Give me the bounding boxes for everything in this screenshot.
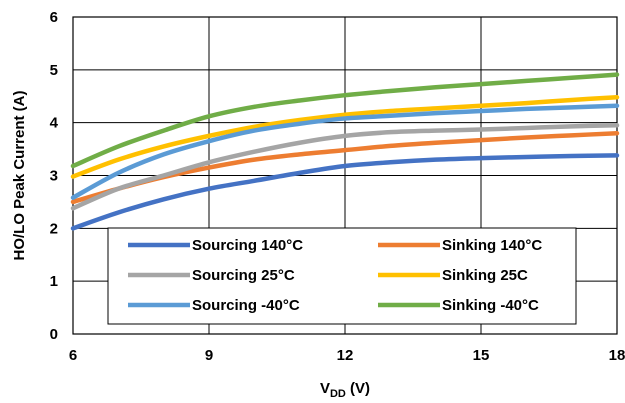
x-axis-ticks: 6 9 12 15 18	[69, 347, 625, 364]
y-axis-ticks: 0 1 2 3 4 5 6	[50, 9, 59, 343]
legend-label: Sinking -40°C	[442, 297, 539, 314]
series-line	[70, 123, 620, 211]
series-lines	[70, 72, 620, 231]
legend-label: Sourcing -40°C	[192, 297, 300, 314]
y-tick-label: 0	[50, 326, 58, 343]
legend-label: Sourcing 25°C	[192, 267, 295, 284]
y-tick-label: 2	[50, 220, 58, 237]
series-line	[70, 103, 620, 200]
series-line	[70, 153, 620, 231]
y-tick-label: 4	[50, 115, 59, 132]
series-line	[70, 95, 620, 179]
x-tick-label: 12	[337, 347, 354, 364]
y-tick-label: 5	[50, 62, 58, 79]
legend-label: Sourcing 140°C	[192, 237, 303, 254]
y-tick-label: 1	[50, 273, 58, 290]
x-tick-label: 9	[205, 347, 213, 364]
legend-label: Sinking 140°C	[442, 237, 542, 254]
y-axis-title: HO/LO Peak Current (A)	[11, 90, 28, 260]
y-tick-label: 6	[50, 9, 58, 26]
series-line	[70, 72, 620, 169]
x-axis-title: VDD (V)	[320, 380, 370, 400]
y-tick-label: 3	[50, 168, 58, 185]
x-tick-label: 15	[473, 347, 490, 364]
x-tick-label: 6	[69, 347, 77, 364]
legend-label: Sinking 25C	[442, 267, 528, 284]
legend: Sourcing 140°C Sinking 140°C Sourcing 25°C…	[107, 227, 577, 325]
x-tick-label: 18	[609, 347, 625, 364]
